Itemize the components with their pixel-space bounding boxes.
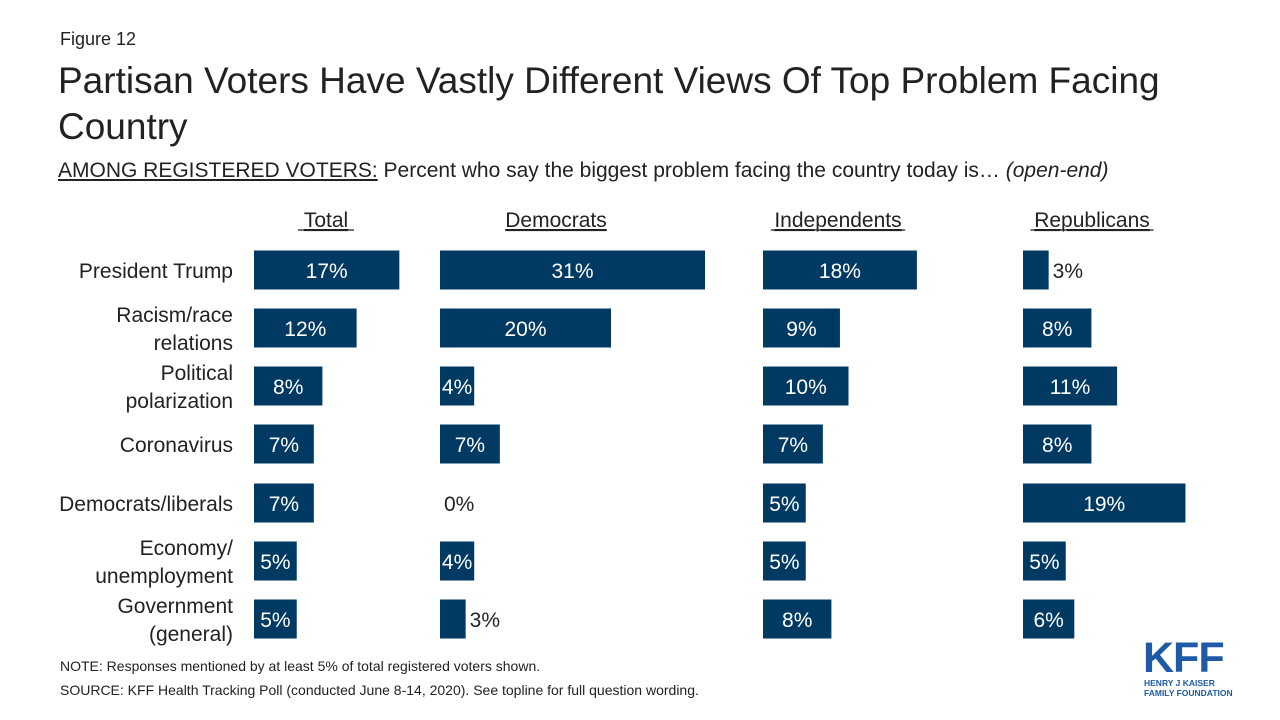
data-label-independents-3: 7% bbox=[778, 434, 808, 457]
series-header-republicans: Republicans bbox=[1034, 209, 1150, 232]
bar-democrats-2 bbox=[440, 366, 475, 406]
data-label-republicans-4: 19% bbox=[1083, 493, 1125, 516]
logo-wordmark: KFF bbox=[1143, 634, 1225, 682]
series-header-democrats: Democrats bbox=[505, 209, 607, 232]
bar-total-4 bbox=[254, 483, 314, 523]
bar-democrats-0 bbox=[440, 250, 706, 290]
data-label-independents-5: 5% bbox=[769, 551, 799, 574]
category-label-democrats-liberals: Democrats/liberals bbox=[59, 493, 233, 516]
bar-republicans-6 bbox=[1023, 599, 1075, 639]
bar-independents-5 bbox=[763, 541, 806, 581]
bar-democrats-3 bbox=[440, 424, 500, 464]
bar-republicans-2 bbox=[1023, 366, 1118, 406]
bar-total-2 bbox=[254, 366, 323, 406]
data-label-total-1: 12% bbox=[284, 318, 326, 341]
bar-democrats-6 bbox=[440, 599, 466, 639]
data-label-republicans-2: 11% bbox=[1050, 376, 1090, 399]
bar-republicans-1 bbox=[1023, 308, 1092, 348]
bar-independents-2 bbox=[763, 366, 849, 406]
data-label-republicans-6: 6% bbox=[1033, 609, 1063, 632]
bar-total-6 bbox=[254, 599, 297, 639]
data-label-total-5: 5% bbox=[260, 551, 290, 574]
bar-total-3 bbox=[254, 424, 314, 464]
data-label-republicans-1: 8% bbox=[1042, 318, 1072, 341]
category-label-president-trump: President Trump bbox=[79, 260, 233, 283]
logo-line-1: HENRY J KAISER bbox=[1144, 678, 1215, 688]
data-label-total-0: 17% bbox=[306, 260, 348, 283]
figure-label: Figure 12 bbox=[60, 29, 137, 49]
data-label-republicans-0: 3% bbox=[1053, 260, 1083, 283]
category-label-economy-unemployment: Economy/unemployment bbox=[95, 537, 233, 588]
bar-republicans-4 bbox=[1023, 483, 1186, 523]
data-label-independents-4: 5% bbox=[769, 493, 799, 516]
data-label-independents-6: 8% bbox=[782, 609, 812, 632]
data-label-independents-2: 10% bbox=[785, 376, 827, 399]
data-label-independents-0: 18% bbox=[819, 260, 861, 283]
bar-independents-6 bbox=[763, 599, 832, 639]
bar-republicans-5 bbox=[1023, 541, 1066, 581]
series-header-total: Total bbox=[304, 209, 348, 232]
data-label-independents-1: 9% bbox=[786, 318, 816, 341]
chart-subtitle: AMONG REGISTERED VOTERS: Percent who say… bbox=[58, 159, 1108, 183]
data-label-democrats-4: 0% bbox=[444, 493, 474, 516]
data-label-democrats-1: 20% bbox=[504, 318, 546, 341]
bar-independents-4 bbox=[763, 483, 806, 523]
category-label-government-general: Government (general) bbox=[117, 595, 233, 646]
series-header-independents: Independents bbox=[774, 209, 901, 232]
kff-logo: KFF HENRY J KAISER FAMILY FOUNDATION bbox=[1143, 636, 1243, 698]
data-label-democrats-0: 31% bbox=[552, 260, 594, 283]
bar-total-5 bbox=[254, 541, 297, 581]
category-label-racism-race-relations: Racism/race relations bbox=[116, 304, 233, 355]
subtitle-population: AMONG REGISTERED VOTERS: bbox=[58, 159, 378, 182]
chart-title: Partisan Voters Have Vastly Different Vi… bbox=[58, 60, 1160, 147]
bar-democrats-1 bbox=[440, 308, 611, 348]
data-label-republicans-3: 8% bbox=[1042, 434, 1072, 457]
data-label-democrats-5: 4% bbox=[442, 551, 472, 574]
bar-total-0 bbox=[254, 250, 400, 290]
logo-line-2: FAMILY FOUNDATION bbox=[1144, 688, 1233, 698]
data-label-total-6: 5% bbox=[260, 609, 290, 632]
footnote-note: NOTE: Responses mentioned by at least 5%… bbox=[60, 658, 541, 674]
bar-independents-0 bbox=[763, 250, 917, 290]
category-label-coronavirus: Coronavirus bbox=[120, 434, 233, 457]
bar-independents-3 bbox=[763, 424, 823, 464]
data-label-total-4: 7% bbox=[269, 493, 299, 516]
data-label-total-2: 8% bbox=[273, 376, 303, 399]
bar-republicans-0 bbox=[1023, 250, 1049, 290]
data-label-republicans-5: 5% bbox=[1029, 551, 1059, 574]
subtitle-question: Percent who say the biggest problem faci… bbox=[377, 159, 1006, 182]
bar-republicans-3 bbox=[1023, 424, 1092, 464]
data-label-democrats-6: 3% bbox=[470, 609, 500, 632]
category-label-political-polarization: Political polarization bbox=[126, 362, 233, 413]
bar-independents-1 bbox=[763, 308, 840, 348]
data-label-democrats-2: 4% bbox=[442, 376, 472, 399]
footnote-source: SOURCE: KFF Health Tracking Poll (conduc… bbox=[60, 682, 699, 698]
data-label-total-3: 7% bbox=[269, 434, 299, 457]
data-label-democrats-3: 7% bbox=[455, 434, 485, 457]
bar-democrats-5 bbox=[440, 541, 475, 581]
subtitle-note: (open-end) bbox=[1005, 159, 1109, 182]
bar-total-1 bbox=[254, 308, 357, 348]
